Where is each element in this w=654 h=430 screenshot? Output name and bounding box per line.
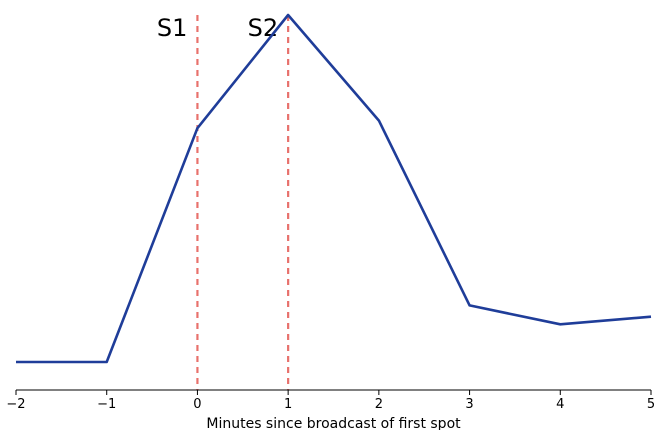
- x-axis-label: Minutes since broadcast of first spot: [206, 416, 461, 430]
- marker-label-s1: S1: [157, 14, 188, 42]
- series-line-0: [16, 13, 652, 364]
- x-tick-label: 0: [193, 397, 201, 412]
- x-axis: −2 −1 0 1 2 3 4 5: [6, 389, 654, 412]
- x-tick-label: −1: [97, 397, 116, 412]
- series-layer: [15, 13, 652, 364]
- marker-lines: S1 S2: [157, 14, 290, 390]
- x-ticks: −2 −1 0 1 2 3 4 5: [6, 390, 654, 412]
- x-tick-label: −2: [6, 397, 25, 412]
- marker-label-s2: S2: [248, 14, 279, 42]
- x-tick-label: 4: [556, 397, 564, 412]
- x-tick-label: 2: [375, 397, 383, 412]
- x-tick-label: 3: [465, 397, 473, 412]
- x-tick-label: 5: [647, 397, 654, 412]
- x-tick-label: 1: [284, 397, 292, 412]
